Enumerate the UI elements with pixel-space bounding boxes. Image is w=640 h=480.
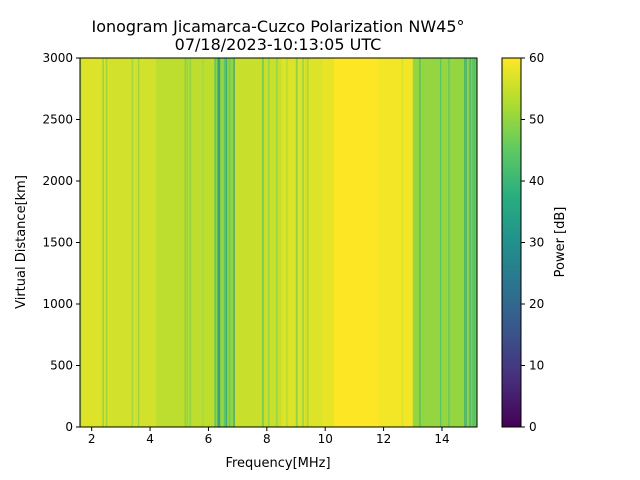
band-9-streak [439, 58, 442, 427]
y-tick-label: 1000 [42, 297, 73, 311]
band-3-streak [228, 58, 231, 427]
band-5-streak [295, 58, 298, 427]
band-9-streak [471, 58, 474, 427]
x-tick-label: 14 [434, 432, 449, 446]
band-4 [234, 58, 282, 427]
band-9-streak [470, 58, 472, 427]
x-tick-label: 10 [318, 432, 333, 446]
band-0-streak [105, 58, 108, 427]
colorbar [501, 57, 522, 428]
band-3-streak [219, 58, 221, 427]
band-3-streak [217, 58, 220, 427]
y-tick-label: 0 [65, 420, 73, 434]
band-7 [333, 58, 379, 427]
colorbar-tick-label: 0 [529, 420, 537, 434]
band-9-streak [419, 58, 421, 427]
x-tick-label: 2 [88, 432, 96, 446]
band-3-streak [223, 58, 226, 427]
heatmap-layer [80, 58, 477, 427]
band-0-streak [102, 58, 104, 427]
x-tick-label: 8 [263, 432, 271, 446]
y-tick-label: 500 [50, 359, 73, 373]
band-9-streak [468, 58, 471, 427]
band-3-streak [225, 58, 228, 427]
y-axis: 0 500 1000 1500 2000 2500 3000 [42, 51, 80, 434]
band-2-streak [202, 58, 204, 427]
band-5-streak [302, 58, 304, 427]
colorbar-label: Power [dB] [553, 207, 568, 278]
band-9 [412, 58, 477, 427]
y-tick-label: 3000 [42, 51, 73, 65]
band-8-streak [401, 58, 404, 427]
band-5-streak [305, 58, 307, 427]
band-9-streak [473, 58, 476, 427]
band-3-streak [233, 58, 236, 427]
band-2-streak [189, 58, 192, 427]
band-0-streak [80, 58, 82, 427]
colorbar-tick-label: 60 [529, 51, 544, 65]
x-tick-label: 4 [146, 432, 154, 446]
band-9-streak [465, 58, 467, 427]
y-tick-label: 2500 [42, 113, 73, 127]
x-axis-label: Frequency[MHz] [225, 456, 330, 471]
band-3-streak [214, 58, 217, 427]
band-4-streak [276, 58, 278, 427]
y-tick-label: 1500 [42, 236, 73, 250]
band-1-streak [131, 58, 134, 427]
band-5-streak [307, 58, 309, 427]
colorbar-tick-label: 50 [529, 113, 544, 127]
band-6 [322, 58, 335, 427]
band-9-streak [475, 58, 477, 427]
y-tick-label: 2000 [42, 174, 73, 188]
band-9-streak [463, 58, 466, 427]
chart-title-line2: 07/18/2023-10:13:05 UTC [175, 35, 382, 54]
band-2-streak [184, 58, 186, 427]
x-axis: 2 4 6 8 10 12 14 [88, 427, 450, 446]
x-tick-label: 6 [205, 432, 213, 446]
band-5-streak [286, 58, 288, 427]
colorbar-tick-label: 30 [529, 236, 544, 250]
band-9-streak [447, 58, 450, 427]
colorbar-tick-label: 40 [529, 174, 544, 188]
colorbar-tick-label: 20 [529, 297, 544, 311]
x-tick-label: 12 [376, 432, 391, 446]
band-1-streak [137, 58, 140, 427]
colorbar-tick-label: 10 [529, 359, 544, 373]
band-5 [281, 58, 323, 427]
band-2-streak [186, 58, 189, 427]
band-0 [80, 58, 110, 427]
y-axis-label: Virtual Distance[km] [14, 175, 29, 309]
band-4-streak [268, 58, 270, 427]
band-4-streak [261, 58, 264, 427]
chart-title-line1: Ionogram Jicamarca-Cuzco Polarization NW… [91, 17, 464, 36]
band-8 [377, 58, 414, 427]
colorbar-axis: 0 10 20 30 40 50 60 [521, 51, 544, 434]
